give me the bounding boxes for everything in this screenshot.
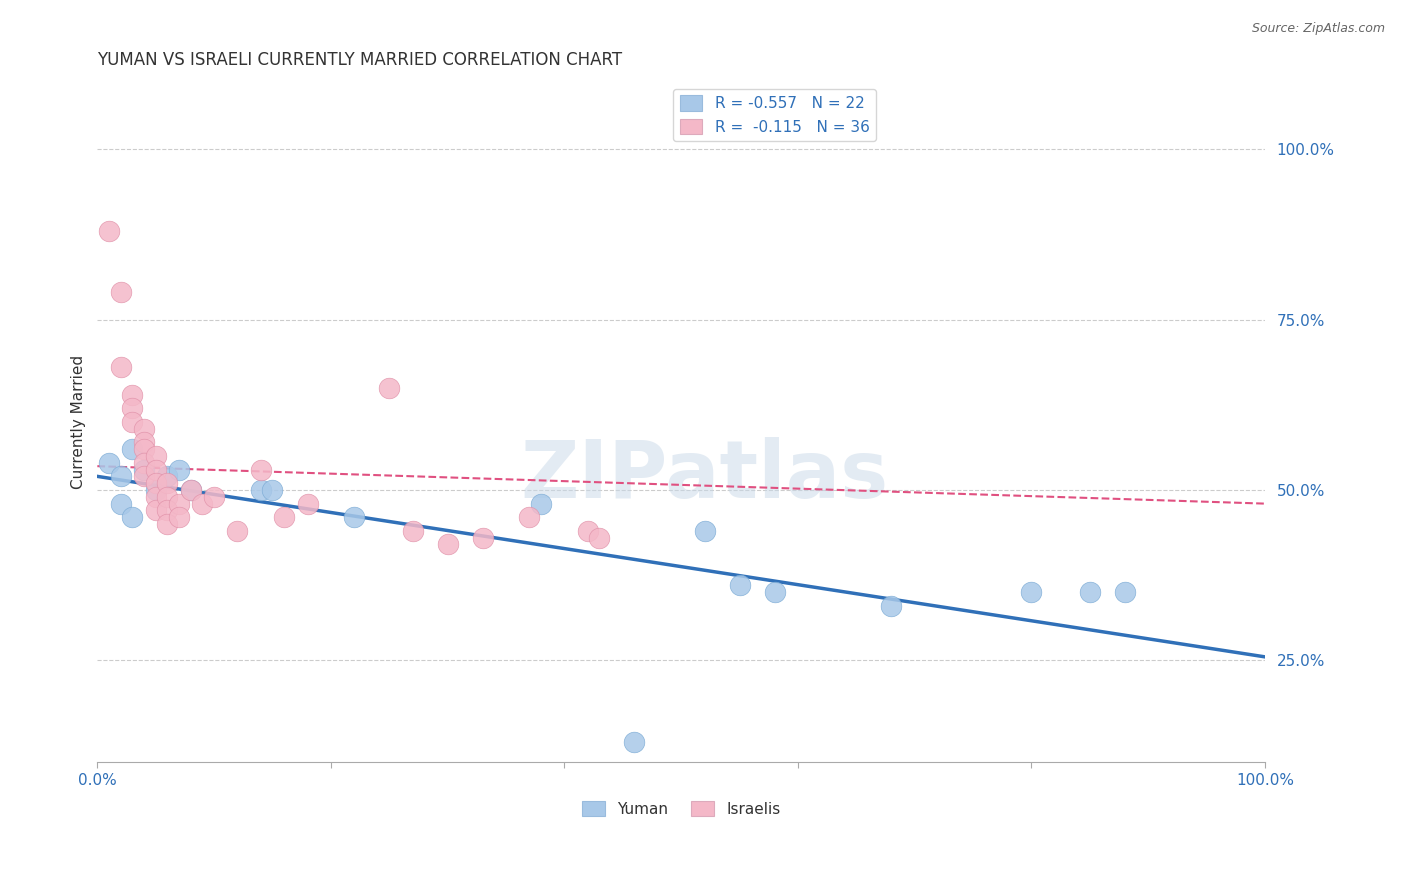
Point: [180, 483, 202, 497]
Point: [226, 524, 249, 538]
Point: [191, 497, 214, 511]
Point: [763, 585, 786, 599]
Point: [693, 524, 716, 538]
Point: [576, 524, 599, 538]
Point: [343, 510, 366, 524]
Point: [297, 497, 319, 511]
Point: [121, 401, 143, 416]
Point: [728, 578, 751, 592]
Point: [121, 510, 143, 524]
Point: [145, 483, 167, 497]
Point: [145, 449, 167, 463]
Point: [167, 497, 190, 511]
Point: [401, 524, 423, 538]
Point: [132, 435, 155, 450]
Point: [167, 462, 190, 476]
Point: [530, 497, 553, 511]
Point: [156, 469, 179, 483]
Point: [145, 490, 167, 504]
Point: [145, 476, 167, 491]
Point: [132, 456, 155, 470]
Point: [250, 462, 273, 476]
Point: [98, 224, 121, 238]
Point: [436, 537, 458, 551]
Text: Source: ZipAtlas.com: Source: ZipAtlas.com: [1251, 22, 1385, 36]
Point: [121, 442, 143, 457]
Point: [132, 462, 155, 476]
Point: [623, 735, 645, 749]
Point: [202, 490, 225, 504]
Point: [110, 469, 132, 483]
Point: [110, 285, 132, 300]
Point: [110, 497, 132, 511]
Point: [880, 599, 903, 613]
Point: [121, 415, 143, 429]
Point: [110, 360, 132, 375]
Point: [1114, 585, 1136, 599]
Point: [471, 531, 494, 545]
Point: [1078, 585, 1101, 599]
Point: [167, 510, 190, 524]
Point: [273, 510, 295, 524]
Legend: Yuman, Israelis: Yuman, Israelis: [576, 795, 786, 823]
Point: [98, 456, 121, 470]
Point: [1021, 585, 1043, 599]
Point: [132, 422, 155, 436]
Point: [145, 503, 167, 517]
Point: [156, 490, 179, 504]
Point: [262, 483, 284, 497]
Point: [519, 510, 541, 524]
Point: [145, 462, 167, 476]
Text: ZIPatlas: ZIPatlas: [520, 437, 889, 516]
Point: [378, 381, 401, 395]
Point: [156, 517, 179, 532]
Point: [132, 442, 155, 457]
Point: [250, 483, 273, 497]
Point: [180, 483, 202, 497]
Text: YUMAN VS ISRAELI CURRENTLY MARRIED CORRELATION CHART: YUMAN VS ISRAELI CURRENTLY MARRIED CORRE…: [97, 51, 623, 69]
Point: [121, 387, 143, 401]
Point: [156, 476, 179, 491]
Point: [132, 469, 155, 483]
Y-axis label: Currently Married: Currently Married: [72, 355, 86, 489]
Point: [156, 503, 179, 517]
Point: [588, 531, 610, 545]
